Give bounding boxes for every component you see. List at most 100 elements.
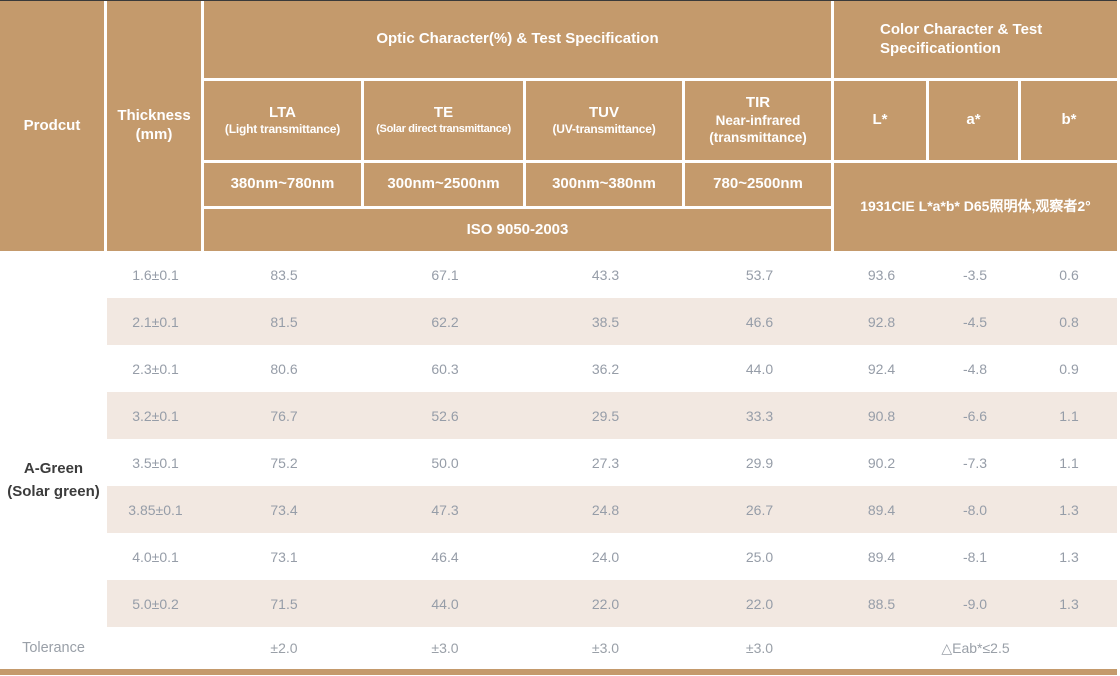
cell-a-star: -3.5	[962, 266, 988, 283]
cell-tuv: 29.5	[591, 407, 620, 424]
range-te: 300nm~2500nm	[364, 163, 523, 206]
table-row: 2.3±0.1 80.6 60.3 36.2 44.0 92.4 -4.8 0.…	[107, 345, 1117, 392]
cell-tuv: 22.0	[591, 595, 620, 612]
te-desc: (Solar direct transmittance)	[376, 123, 511, 135]
tir-desc-line2: (transmittance)	[709, 129, 807, 145]
cell-a-star: -8.0	[962, 501, 988, 518]
group-header-color: Color Character & Test Specificationtion	[834, 1, 1117, 78]
col-header-lta: LTA (Light transmittance)	[204, 81, 361, 160]
tir-desc-line1: Near-infrared	[715, 113, 801, 128]
cell-a-star: -8.1	[962, 548, 988, 565]
cell-te: 67.1	[431, 266, 459, 283]
cell-lta: 81.5	[270, 313, 298, 330]
table-header: Prodcut Thickness (mm) Optic Character(%…	[0, 1, 1117, 251]
table-row: 5.0±0.2 71.5 44.0 22.0 22.0 88.5 -9.0 1.…	[107, 580, 1117, 627]
cell-b-star: 1.1	[1059, 407, 1079, 424]
tolerance-lta: ±2.0	[270, 640, 298, 656]
col-header-tuv: TUV (UV-transmittance)	[526, 81, 682, 160]
table-row: 1.6±0.1 83.5 67.1 43.3 53.7 93.6 -3.5 0.…	[107, 251, 1117, 298]
range-lta: 380nm~780nm	[204, 163, 361, 206]
cell-tir: 26.7	[745, 501, 774, 518]
cell-lta: 71.5	[270, 595, 298, 612]
cell-te: 62.2	[431, 313, 459, 330]
cell-lta: 80.6	[270, 360, 298, 377]
product-column: A-Green (Solar green)	[0, 251, 107, 627]
tolerance-te: ±3.0	[431, 640, 459, 656]
cell-tir: 22.0	[745, 595, 774, 612]
cell-b-star: 1.1	[1059, 454, 1079, 471]
color-group-line1: Color Character & Test	[880, 20, 1043, 38]
cell-b-star: 0.6	[1059, 266, 1079, 283]
cell-thickness: 4.0±0.1	[132, 548, 179, 565]
cell-b-star: 0.8	[1059, 313, 1079, 330]
table-row: 3.85±0.1 73.4 47.3 24.8 26.7 89.4 -8.0 1…	[107, 486, 1117, 533]
table-row: 2.1±0.1 81.5 62.2 38.5 46.6 92.8 -4.5 0.…	[107, 298, 1117, 345]
table-row: 4.0±0.1 73.1 46.4 24.0 25.0 89.4 -8.1 1.…	[107, 533, 1117, 580]
tolerance-tuv: ±3.0	[591, 640, 620, 656]
table-row: 3.5±0.1 75.2 50.0 27.3 29.9 90.2 -7.3 1.…	[107, 439, 1117, 486]
cell-thickness: 2.3±0.1	[132, 360, 179, 377]
tolerance-row: Tolerance ±2.0 ±3.0 ±3.0 ±3.0 △Eab*≤2.5	[0, 627, 1117, 669]
col-header-tir: TIR Near-infrared (transmittance)	[685, 81, 831, 160]
cell-thickness: 3.2±0.1	[132, 407, 179, 424]
cell-l-star: 89.4	[867, 501, 896, 518]
tolerance-label: Tolerance	[22, 640, 85, 656]
col-header-l-star: L*	[834, 81, 926, 160]
product-name-line1: A-Green	[23, 460, 84, 477]
cell-l-star: 90.8	[867, 407, 896, 424]
cell-a-star: -4.5	[962, 313, 988, 330]
cell-a-star: -7.3	[962, 454, 988, 471]
tolerance-tir: ±3.0	[745, 640, 774, 656]
group-header-optic: Optic Character(%) & Test Specification	[204, 1, 831, 78]
cell-tuv: 38.5	[591, 313, 620, 330]
cell-tuv: 24.8	[591, 501, 620, 518]
col-header-a-star: a*	[929, 81, 1018, 160]
col-header-te: TE (Solar direct transmittance)	[364, 81, 523, 160]
thickness-label-line1: Thickness	[117, 107, 191, 125]
cell-l-star: 93.6	[867, 266, 896, 283]
cell-tir: 46.6	[745, 313, 774, 330]
cell-lta: 73.1	[270, 548, 298, 565]
cell-a-star: -6.6	[962, 407, 988, 424]
cell-thickness: 2.1±0.1	[132, 313, 179, 330]
range-tuv: 300nm~380nm	[526, 163, 682, 206]
cell-l-star: 89.4	[867, 548, 896, 565]
tolerance-color-diff: △Eab*≤2.5	[941, 639, 1010, 656]
cell-tuv: 27.3	[591, 454, 620, 471]
col-header-b-star: b*	[1021, 81, 1117, 160]
cell-thickness: 5.0±0.2	[132, 595, 179, 612]
cell-lta: 75.2	[270, 454, 298, 471]
cell-lta: 73.4	[270, 501, 298, 518]
top-border	[0, 0, 1117, 1]
range-tir: 780~2500nm	[685, 163, 831, 206]
cell-a-star: -4.8	[962, 360, 988, 377]
col-header-product: Prodcut	[0, 1, 104, 251]
iso-standard: ISO 9050-2003	[204, 209, 831, 251]
lta-abbr: LTA	[269, 103, 296, 121]
cell-te: 46.4	[431, 548, 459, 565]
cell-te: 60.3	[431, 360, 459, 377]
color-group-line2: Specificationtion	[880, 39, 1001, 57]
cell-thickness: 3.85±0.1	[128, 501, 183, 518]
col-header-thickness: Thickness (mm)	[107, 1, 201, 251]
cell-te: 52.6	[431, 407, 459, 424]
cell-b-star: 1.3	[1059, 595, 1079, 612]
table-body: A-Green (Solar green) 1.6±0.1 83.5 67.1 …	[0, 251, 1117, 627]
cell-b-star: 1.3	[1059, 501, 1079, 518]
lta-desc: (Light transmittance)	[224, 122, 341, 137]
tir-abbr: TIR	[745, 94, 771, 112]
te-abbr: TE	[433, 104, 454, 122]
tuv-abbr: TUV	[589, 103, 619, 121]
cell-tir: 33.3	[745, 407, 774, 424]
cell-l-star: 92.4	[867, 360, 896, 377]
cell-l-star: 88.5	[867, 595, 896, 612]
cell-tir: 53.7	[745, 266, 774, 283]
cell-thickness: 3.5±0.1	[132, 454, 179, 471]
cell-te: 47.3	[431, 501, 459, 518]
cell-te: 50.0	[431, 454, 459, 471]
cell-thickness: 1.6±0.1	[132, 266, 179, 283]
cell-te: 44.0	[431, 595, 459, 612]
cell-tir: 29.9	[745, 454, 774, 471]
cell-tuv: 43.3	[591, 266, 620, 283]
